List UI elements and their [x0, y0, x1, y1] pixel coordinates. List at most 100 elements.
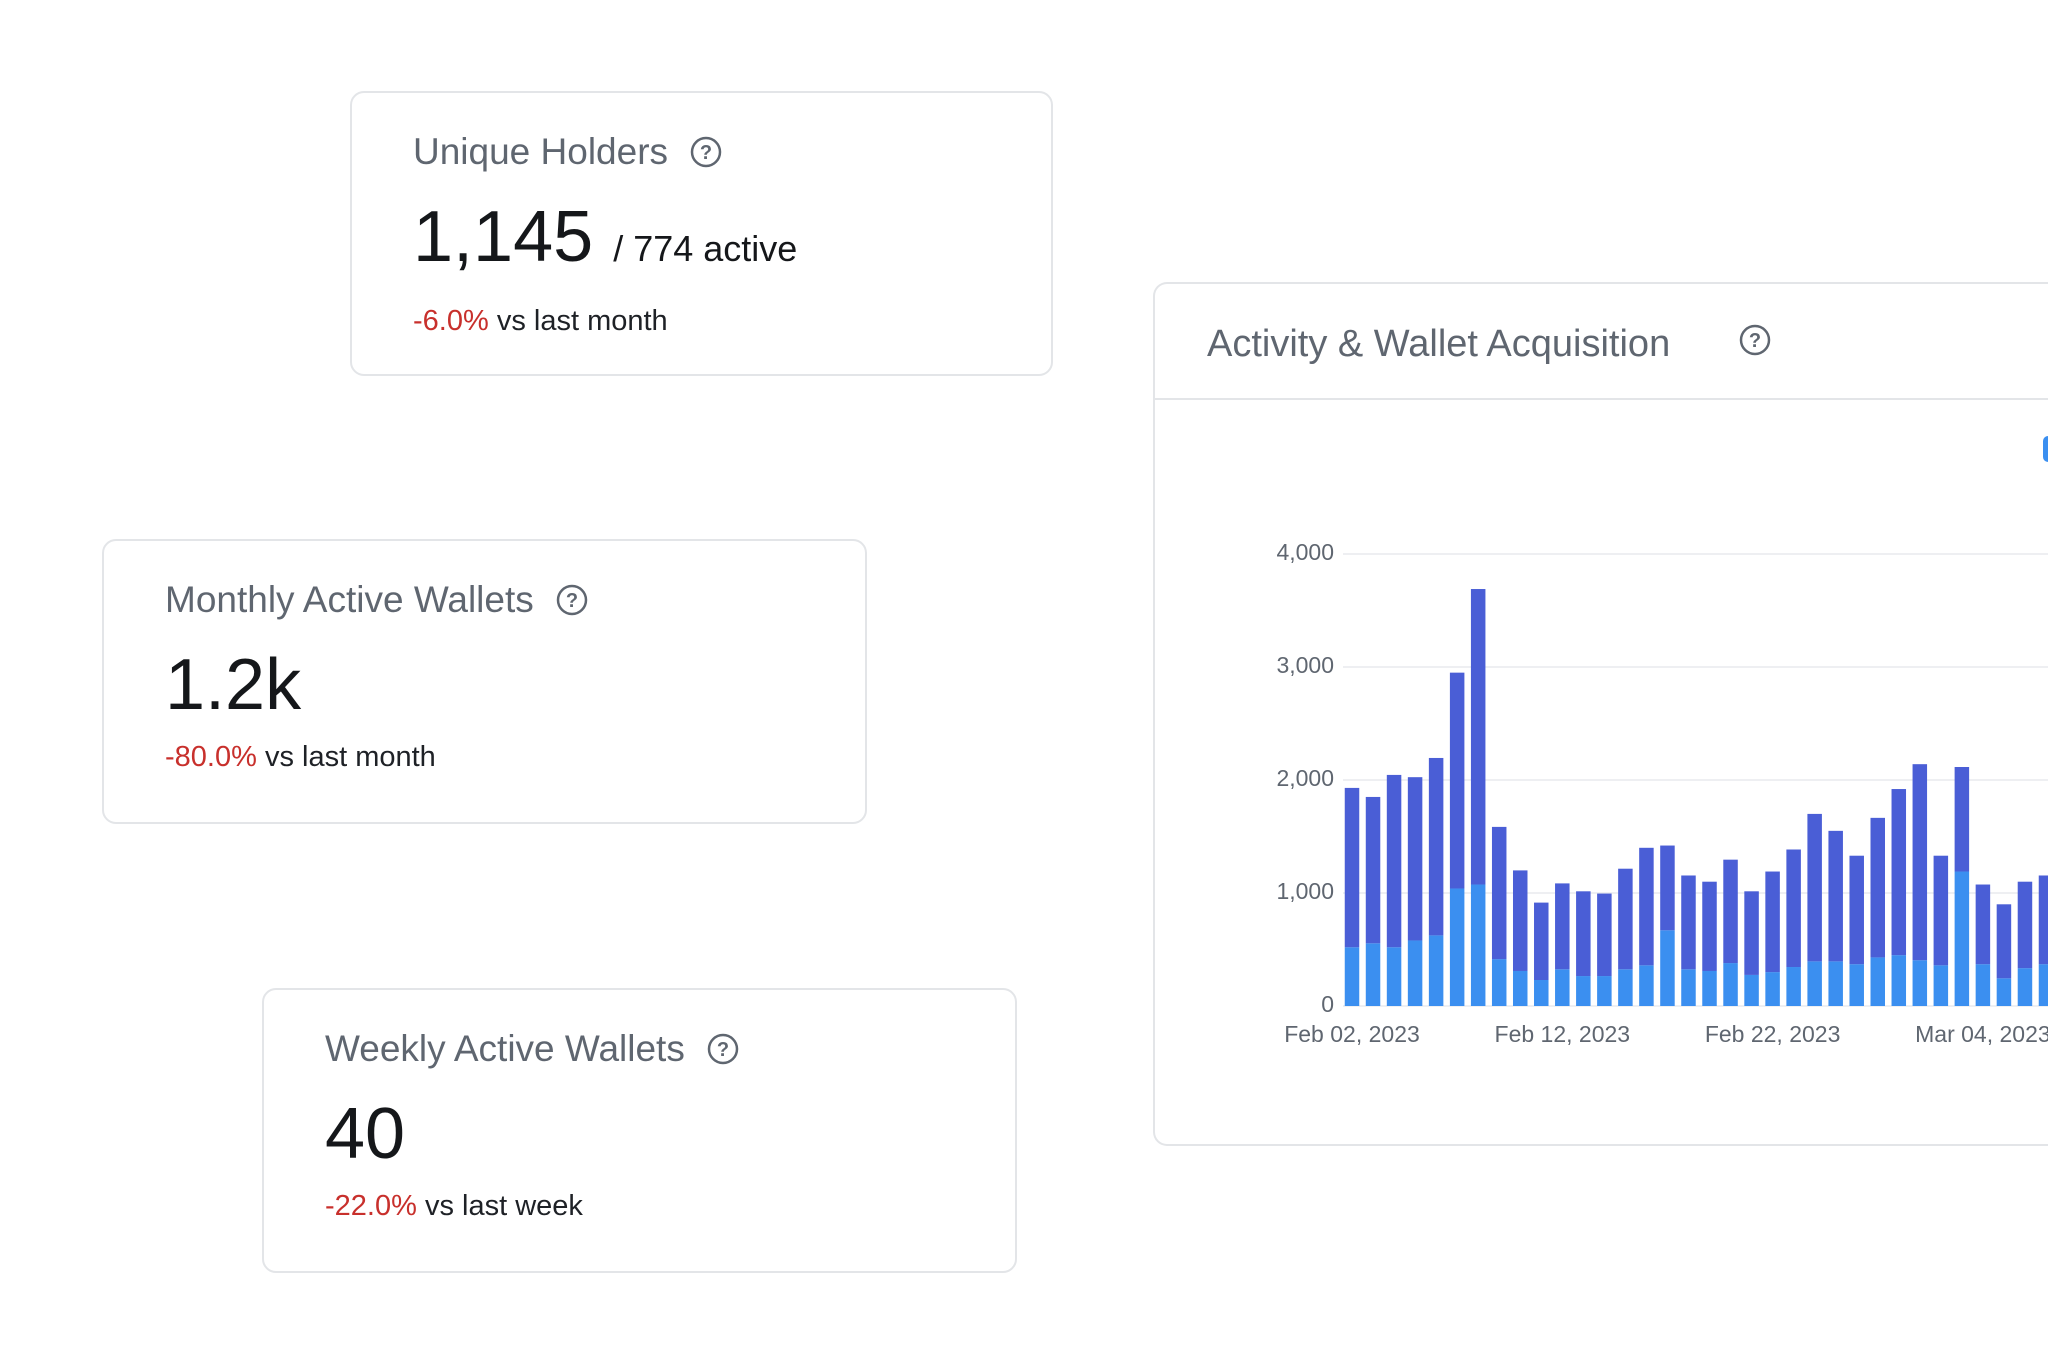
bar-segment	[1744, 891, 1759, 975]
help-icon[interactable]: ?	[556, 584, 588, 616]
bar-segment	[1639, 965, 1654, 1006]
help-icon[interactable]: ?	[690, 136, 722, 168]
bar-segment	[1912, 764, 1928, 961]
bar-segment	[1449, 888, 1465, 1006]
bar-segment	[1891, 789, 1907, 956]
card-title-row: Monthly Active Wallets ?	[165, 579, 865, 621]
bar-segment	[1555, 969, 1570, 1006]
bar-segment	[1597, 893, 1612, 977]
card-title: Unique Holders	[413, 131, 669, 172]
bar-segment	[1933, 965, 1949, 1006]
svg-text:?: ?	[566, 590, 578, 612]
bar-segment	[1807, 813, 1822, 962]
card-change-row: -6.0% vs last month	[413, 305, 1051, 338]
bar-segment	[1576, 976, 1591, 1006]
card-title-row: Weekly Active Wallets ?	[325, 1028, 1015, 1070]
bar-segment	[1512, 870, 1528, 971]
bar-segment	[1891, 955, 1907, 1006]
card-title: Monthly Active Wallets	[165, 579, 534, 620]
bar-segment	[1344, 787, 1360, 948]
card-change: -6.0%	[413, 305, 489, 337]
svg-text:?: ?	[1749, 330, 1761, 352]
bar-segment	[1996, 978, 2012, 1006]
card-title-row: Unique Holders ?	[413, 131, 1051, 173]
bar-segment	[1807, 961, 1822, 1006]
y-tick-label: 1,000	[1276, 878, 1334, 904]
bar-segment	[1449, 672, 1465, 889]
bar-segment	[1723, 963, 1738, 1006]
bar-segment	[1534, 980, 1549, 1006]
card-change-row: -22.0% vs last week	[325, 1190, 1015, 1223]
bar-segment	[1681, 969, 1696, 1006]
stat-card: Unique Holders ? 1,145 / 774 active -6.0…	[350, 91, 1053, 376]
y-tick-label: 4,000	[1276, 539, 1334, 565]
bar-segment	[1870, 957, 1885, 1006]
bar-segment	[1765, 972, 1780, 1006]
legend-swatch[interactable]	[2043, 436, 2048, 462]
x-tick-label: Feb 02, 2023	[1284, 1021, 1420, 1047]
card-value: 40	[325, 1094, 406, 1174]
bar-segment	[2038, 875, 2048, 965]
bar-segment	[2017, 881, 2033, 969]
x-tick-label: Feb 12, 2023	[1495, 1021, 1631, 1047]
card-comparison: vs last month	[264, 741, 436, 773]
bar-segment	[1470, 884, 1486, 1006]
bar-segment	[1386, 947, 1402, 1006]
bar-segment	[1344, 947, 1360, 1006]
card-value-row: 1.2k	[165, 645, 865, 725]
card-change: -80.0%	[165, 741, 257, 773]
x-tick-label: Mar 04, 2023	[1915, 1021, 2048, 1047]
card-change-row: -80.0% vs last month	[165, 741, 865, 774]
card-value: 1,145	[413, 197, 594, 277]
bar-segment	[1975, 884, 1991, 965]
help-icon[interactable]: ?	[707, 1033, 739, 1065]
bar-segment	[1639, 847, 1654, 966]
y-tick-label: 2,000	[1276, 765, 1334, 791]
help-icon[interactable]: ?	[1739, 324, 1771, 356]
bar-segment	[1723, 859, 1738, 964]
y-tick-label: 3,000	[1276, 652, 1334, 678]
stat-card: Monthly Active Wallets ? 1.2k -80.0% vs …	[102, 539, 867, 824]
bar-segment	[1870, 817, 1885, 958]
card-suffix: / 774 active	[613, 228, 798, 269]
bar-segment	[1407, 940, 1423, 1006]
bar-segment	[1534, 902, 1549, 981]
y-tick-label: 0	[1321, 991, 1334, 1017]
bar-segment	[1849, 964, 1864, 1006]
card-change: -22.0%	[325, 1190, 417, 1222]
bar-segment	[1428, 935, 1444, 1006]
bar-segment	[1491, 959, 1507, 1006]
card-comparison: vs last week	[424, 1190, 583, 1222]
bar-segment	[1996, 904, 2012, 979]
bar-segment	[1765, 871, 1780, 973]
bar-segment	[1828, 830, 1843, 962]
bar-segment	[2038, 964, 2048, 1006]
chart-title: Activity & Wallet Acquisition	[1207, 323, 1670, 365]
bar-segment	[1744, 974, 1759, 1006]
bar-segment	[1828, 961, 1843, 1006]
bar-segment	[1618, 969, 1633, 1006]
bar-segment	[1386, 774, 1402, 948]
bar-segment	[1912, 960, 1928, 1006]
bar-segment	[1786, 849, 1801, 968]
bar-segment	[1407, 777, 1423, 941]
bar-segment	[1975, 964, 1991, 1006]
bar-segment	[1365, 796, 1381, 944]
bar-segment	[1660, 930, 1675, 1006]
bar-segment	[1702, 970, 1717, 1006]
bar-segment	[1470, 589, 1486, 885]
svg-text:?: ?	[700, 142, 712, 164]
bar-segment	[1954, 871, 1970, 1006]
bar-segment	[1954, 767, 1970, 872]
bar-segment	[1597, 976, 1612, 1006]
chart: Activity & Wallet Acquisition ? 0 1,000 2,…	[1155, 323, 2048, 1047]
card-title: Weekly Active Wallets	[325, 1028, 685, 1069]
chart-card: Activity & Wallet Acquisition ? 0 1,000 2,…	[1153, 282, 2048, 1146]
bar-segment	[1491, 826, 1507, 960]
bar-segment	[1681, 875, 1696, 970]
bar-segment	[1576, 891, 1591, 977]
card-value-row: 1,145 / 774 active	[413, 197, 1051, 289]
bar-segment	[1660, 845, 1675, 931]
card-value: 1.2k	[165, 645, 302, 725]
